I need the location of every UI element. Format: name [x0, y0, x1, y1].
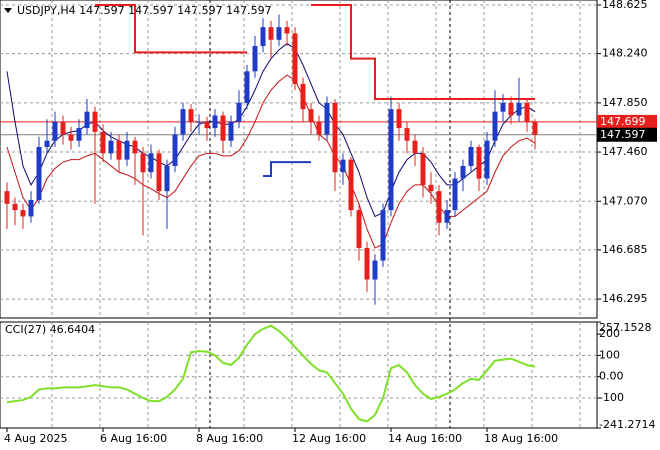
candle-body — [516, 102, 522, 116]
candle-body — [492, 111, 498, 141]
candle-body — [276, 27, 282, 40]
candle-body — [476, 147, 482, 179]
candle-body — [204, 121, 210, 129]
candle-body — [20, 210, 26, 217]
candle-body — [212, 115, 218, 129]
candle-body — [484, 140, 490, 179]
candle-body — [436, 191, 442, 223]
candle-body — [420, 153, 426, 185]
candle-body — [140, 153, 146, 173]
x-tick-label: 14 Aug 16:00 — [388, 432, 462, 445]
x-tick-label: 18 Aug 16:00 — [484, 432, 558, 445]
indicator-title: CCI(27) 46.6404 — [5, 323, 95, 336]
candle-body — [388, 109, 394, 211]
y-tick-label: 200 — [599, 327, 620, 340]
candle-body — [380, 210, 386, 261]
candle-body — [132, 140, 138, 154]
candle-body — [28, 200, 34, 217]
candle-body — [508, 102, 514, 116]
candle-body — [4, 191, 10, 204]
candle-body — [324, 102, 330, 135]
x-tick-label: 12 Aug 16:00 — [292, 432, 366, 445]
candle-body — [412, 140, 418, 154]
candle-body — [460, 165, 466, 179]
candle-body — [348, 159, 354, 211]
candle-body — [92, 111, 98, 132]
series-line — [263, 161, 311, 178]
candle-body — [428, 184, 434, 192]
candle-body — [156, 153, 162, 192]
candle-body — [268, 27, 274, 40]
candle-body — [196, 121, 202, 123]
candle-body — [164, 165, 170, 192]
candle-body — [316, 121, 322, 135]
y-tick-label: 146.685 — [602, 243, 648, 256]
candle-body — [396, 109, 402, 129]
y-tick-label: 100 — [599, 348, 620, 361]
candle-body — [244, 71, 250, 103]
y-tick-label: 147.460 — [602, 145, 648, 158]
candle-body — [76, 128, 82, 141]
candle-body — [124, 140, 130, 160]
candle-body — [12, 203, 18, 211]
candle-body — [68, 134, 74, 141]
series-line — [95, 4, 535, 101]
candle-body — [260, 27, 266, 47]
candle-body — [500, 102, 506, 112]
candle-body — [172, 134, 178, 166]
candle-body — [372, 260, 378, 280]
price-label-box — [597, 114, 657, 129]
candle-body — [52, 121, 58, 141]
price-label: 147.597 — [600, 128, 646, 141]
candle-body — [292, 33, 298, 84]
candle-body — [308, 109, 314, 122]
candle-body — [444, 210, 450, 223]
y-tick-label: 257.1528 — [599, 321, 652, 334]
candle-body — [468, 147, 474, 166]
candle-body — [300, 83, 306, 110]
candle-body — [356, 210, 362, 248]
candle-body — [60, 121, 66, 135]
candle-body — [252, 46, 258, 72]
candle-body — [404, 128, 410, 141]
y-tick-label: -241.2714 — [599, 418, 655, 431]
candle-body — [220, 115, 226, 141]
candle-body — [116, 140, 122, 160]
candle-body — [148, 153, 154, 173]
candle-body — [36, 147, 42, 201]
candle-body — [284, 27, 290, 34]
y-tick-label: 146.295 — [602, 292, 648, 305]
y-tick-label: 147.070 — [602, 194, 648, 207]
candle-body — [188, 109, 194, 122]
y-tick-label: -100 — [599, 391, 624, 404]
x-tick-label: 6 Aug 16:00 — [100, 432, 167, 445]
main-panel — [0, 0, 598, 319]
candle-body — [228, 121, 234, 141]
candle-body — [332, 102, 338, 173]
candle-body — [236, 102, 242, 122]
candle-body — [180, 109, 186, 135]
x-tick-label: 4 Aug 2025 — [4, 432, 67, 445]
y-tick-label: 148.240 — [602, 47, 648, 60]
price-label-box — [597, 127, 657, 142]
menu-arrow — [4, 8, 12, 13]
chart-title: USDJPY,H4 147.597 147.597 147.597 147.59… — [17, 4, 272, 17]
x-tick-label: 8 Aug 16:00 — [196, 432, 263, 445]
series-line — [6, 324, 536, 423]
candle-body — [452, 178, 458, 211]
y-tick-label: 0.00 — [599, 370, 624, 383]
candle-body — [44, 140, 50, 148]
candle-body — [84, 111, 90, 129]
candle-body — [364, 247, 370, 280]
y-tick-label: 148.625 — [602, 0, 648, 11]
y-tick-label: 147.850 — [602, 96, 648, 109]
candle-body — [524, 102, 530, 122]
candle-body — [108, 140, 114, 154]
candle-body — [532, 121, 538, 135]
candle-body — [100, 131, 106, 154]
indicator-panel — [0, 321, 598, 429]
candle-body — [340, 159, 346, 173]
price-label: 147.699 — [600, 115, 646, 128]
